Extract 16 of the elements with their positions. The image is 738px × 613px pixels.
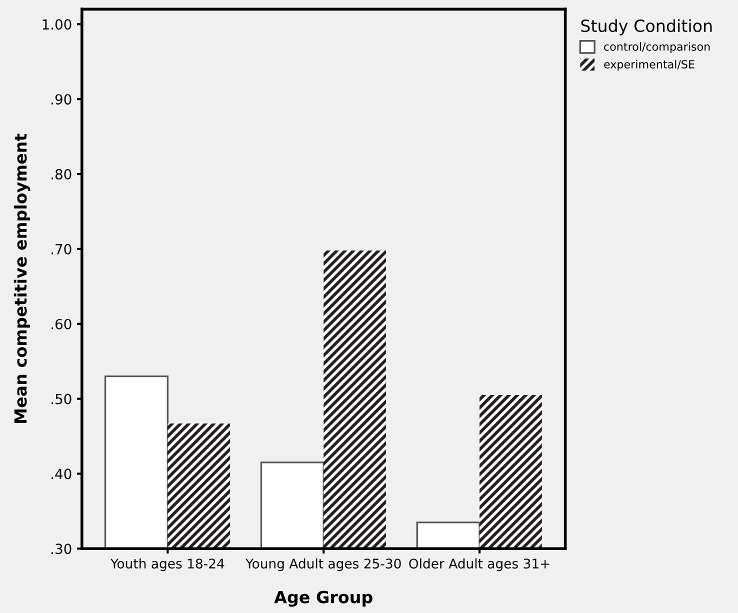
x-tick-label: Youth ages 18-24 — [110, 558, 224, 572]
y-tick-label: .80 — [52, 168, 72, 180]
legend-label: experimental/SE — [604, 60, 694, 71]
x-tick-label: Older Adult ages 31+ — [409, 558, 550, 572]
y-tick-label: .60 — [52, 318, 72, 330]
y-tick-label: .90 — [52, 94, 72, 105]
y-axis-title: Mean competitive employment — [14, 134, 30, 423]
y-tick-label: .50 — [52, 394, 72, 404]
legend-label: control/comparison — [604, 42, 710, 53]
legend-title: Study Condition — [581, 19, 712, 36]
y-tick-label: .70 — [52, 244, 72, 254]
x-tick-label: Young Adult ages 25-30 — [245, 558, 401, 572]
x-axis-title: Age Group — [274, 590, 372, 607]
y-tick-label: .40 — [52, 468, 72, 480]
y-tick-label: .30 — [52, 544, 72, 554]
y-tick-label: 1.00 — [42, 19, 72, 30]
